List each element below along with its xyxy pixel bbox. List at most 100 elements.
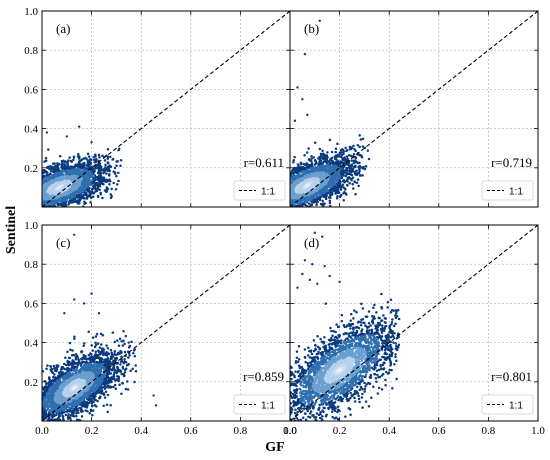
scatter-point: [94, 343, 98, 347]
scatter-point: [90, 401, 94, 405]
scatter-point: [97, 388, 100, 391]
scatter-point: [85, 157, 88, 160]
scatter-point: [336, 195, 339, 198]
scatter-point: [338, 152, 342, 155]
scatter-point: [61, 414, 64, 418]
scatter-point: [103, 358, 106, 362]
scatter-point: [77, 152, 80, 156]
outlier-point: [303, 52, 307, 56]
outlier-point: [350, 147, 354, 150]
scatter-point: [113, 357, 117, 360]
scatter-point: [62, 362, 66, 366]
y-tick-label: 0.2: [24, 163, 38, 175]
scatter-point: [61, 163, 64, 166]
scatter-point: [96, 383, 99, 387]
density-core: [295, 175, 320, 196]
scatter-point: [59, 368, 63, 371]
correlation-annotation: r=0.719: [491, 155, 532, 170]
scatter-point: [354, 149, 357, 153]
scatter-point: [51, 167, 54, 171]
scatter-point: [88, 193, 91, 196]
scatter-point: [117, 179, 120, 183]
scatter-point: [102, 404, 105, 408]
scatter-point: [80, 361, 84, 365]
scatter-point: [97, 168, 101, 172]
scatter-point: [313, 141, 317, 144]
scatter-point: [123, 368, 127, 372]
scatter-point: [351, 182, 354, 186]
scatter-point: [358, 154, 361, 157]
scatter-point: [66, 350, 69, 354]
scatter-point: [134, 370, 138, 373]
scatter-point: [109, 348, 113, 352]
scatter-point: [121, 344, 125, 347]
scatter-point: [89, 201, 92, 204]
scatter-point: [120, 372, 123, 376]
scatter-point: [66, 416, 70, 420]
scatter-point: [109, 355, 113, 358]
scatter-point: [106, 157, 109, 160]
scatter-point: [43, 170, 47, 174]
scatter-point: [62, 417, 65, 421]
scatter-point: [87, 155, 91, 158]
scatter-point: [92, 155, 95, 159]
scatter-point: [352, 161, 355, 165]
scatter-point: [345, 179, 348, 183]
scatter-point: [128, 354, 131, 357]
scatter-point: [115, 174, 118, 178]
scatter-point: [72, 156, 76, 159]
scatter-point: [348, 148, 352, 151]
scatter-point: [105, 188, 109, 191]
outlier-point: [45, 131, 49, 134]
scatter-point: [49, 365, 53, 368]
scatter-point: [122, 330, 125, 333]
scatter-point: [91, 409, 95, 412]
scatter-point: [90, 158, 93, 162]
scatter-point: [77, 418, 81, 421]
scatter-point: [55, 413, 58, 417]
scatter-point: [95, 332, 99, 336]
scatter-point: [63, 367, 66, 371]
scatter-point: [71, 349, 74, 352]
scatter-point: [354, 161, 358, 164]
scatter-point: [63, 160, 67, 164]
scatter-point: [113, 383, 117, 387]
scatter-point: [70, 353, 74, 357]
scatter-point: [105, 186, 109, 189]
scatter-point: [295, 169, 299, 172]
scatter-point: [69, 348, 72, 352]
scatter-point: [91, 336, 95, 339]
scatter-point: [108, 182, 111, 186]
scatter-point: [357, 184, 360, 188]
scatter-point: [361, 137, 365, 141]
scatter-point: [115, 378, 119, 381]
scatter-point: [104, 390, 108, 394]
scatter-point: [348, 169, 351, 172]
legend-frame: [233, 180, 286, 201]
scatter-point: [342, 150, 346, 153]
scatter-point: [85, 177, 88, 180]
scatter-point: [42, 176, 45, 179]
scatter-point: [45, 171, 49, 174]
scatter-point: [109, 403, 112, 407]
scatter-point: [93, 174, 97, 177]
panel-label: (b): [304, 21, 319, 36]
scatter-point: [90, 353, 93, 356]
scatter-point: [318, 147, 322, 151]
reference-line-1-1: [290, 11, 538, 207]
scatter-point: [353, 147, 356, 151]
scatter-point: [127, 346, 131, 349]
scatter-point: [121, 382, 124, 385]
scatter-point: [94, 167, 97, 170]
scatter-point: [356, 144, 360, 147]
scatter-point: [346, 183, 349, 187]
scatter-point: [113, 340, 117, 344]
scatter-point: [126, 380, 129, 383]
scatter-point: [83, 200, 86, 204]
scatter-point: [105, 354, 109, 357]
scatter-point: [319, 202, 323, 206]
scatter-point: [360, 166, 364, 169]
scatter-point: [94, 341, 97, 345]
scatter-point: [348, 165, 351, 169]
scatter-point: [53, 418, 56, 421]
